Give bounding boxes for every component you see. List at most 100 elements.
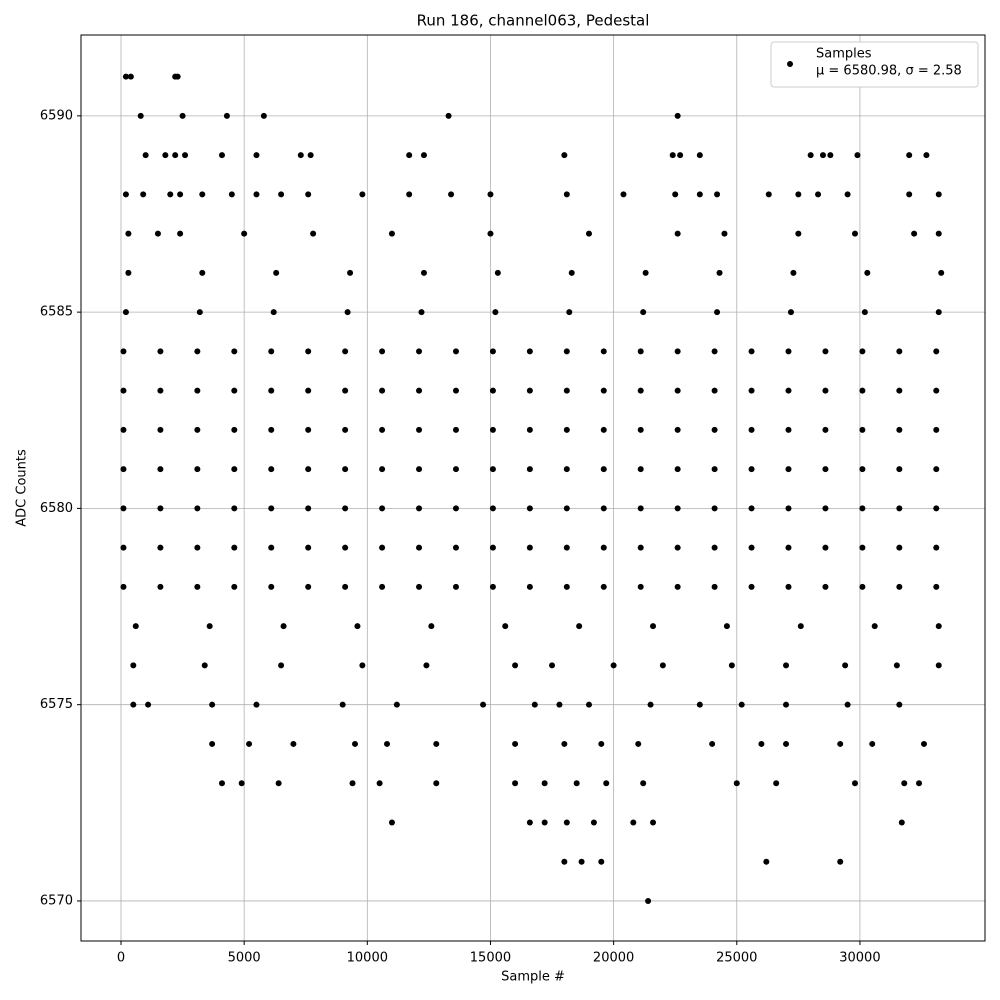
point (610, 662, 617, 669)
point (127, 73, 134, 80)
point (228, 191, 235, 198)
point (637, 426, 644, 433)
point (785, 505, 792, 512)
point (822, 583, 829, 590)
point (935, 623, 942, 630)
point (600, 583, 607, 590)
point (393, 701, 400, 708)
point (842, 662, 849, 669)
legend-marker (787, 61, 793, 67)
point (120, 466, 127, 473)
point (763, 858, 770, 865)
point (379, 348, 386, 355)
point (273, 269, 280, 276)
x-tick-label: 15000 (470, 951, 511, 966)
point (578, 858, 585, 865)
chart-title: Run 186, channel063, Pedestal (417, 12, 650, 30)
point (859, 466, 866, 473)
point (351, 740, 358, 747)
point (674, 466, 681, 473)
point (452, 544, 459, 551)
point (489, 505, 496, 512)
point (416, 426, 423, 433)
point (196, 309, 203, 316)
point (418, 309, 425, 316)
point (194, 426, 201, 433)
point (837, 858, 844, 865)
point (709, 740, 716, 747)
point (783, 740, 790, 747)
x-tick-label: 20000 (593, 951, 634, 966)
point (600, 466, 607, 473)
point (231, 466, 238, 473)
point (787, 309, 794, 316)
point (790, 269, 797, 276)
point (630, 819, 637, 826)
point (297, 152, 304, 159)
point (526, 426, 533, 433)
point (674, 505, 681, 512)
point (120, 505, 127, 512)
point (822, 387, 829, 394)
point (416, 348, 423, 355)
point (859, 426, 866, 433)
point (635, 740, 642, 747)
point (797, 623, 804, 630)
point (600, 426, 607, 433)
point (696, 701, 703, 708)
point (349, 780, 356, 787)
point (906, 191, 913, 198)
point (420, 152, 427, 159)
point (526, 387, 533, 394)
point (305, 348, 312, 355)
point (563, 819, 570, 826)
point (566, 309, 573, 316)
point (674, 112, 681, 119)
point (859, 387, 866, 394)
point (933, 544, 940, 551)
point (342, 348, 349, 355)
point (122, 191, 129, 198)
point (748, 387, 755, 394)
point (896, 505, 903, 512)
y-tick-label: 6575 (40, 697, 73, 712)
point (420, 269, 427, 276)
point (354, 623, 361, 630)
point (125, 269, 132, 276)
y-tick-label: 6590 (40, 108, 73, 123)
point (157, 426, 164, 433)
point (154, 230, 161, 237)
point (573, 780, 580, 787)
point (819, 152, 826, 159)
point (585, 701, 592, 708)
point (231, 387, 238, 394)
point (674, 426, 681, 433)
point (637, 387, 644, 394)
point (600, 544, 607, 551)
point (859, 505, 866, 512)
point (342, 583, 349, 590)
point (600, 387, 607, 394)
x-tick-label: 5000 (228, 951, 261, 966)
point (406, 152, 413, 159)
point (125, 230, 132, 237)
point (585, 230, 592, 237)
point (556, 701, 563, 708)
point (561, 858, 568, 865)
point (935, 309, 942, 316)
point (157, 583, 164, 590)
point (773, 780, 780, 787)
point (640, 780, 647, 787)
point (933, 387, 940, 394)
point (807, 152, 814, 159)
point (502, 623, 509, 630)
point (822, 348, 829, 355)
point (194, 466, 201, 473)
point (933, 466, 940, 473)
point (218, 152, 225, 159)
point (896, 387, 903, 394)
point (864, 269, 871, 276)
point (896, 701, 903, 708)
point (384, 740, 391, 747)
point (122, 309, 129, 316)
